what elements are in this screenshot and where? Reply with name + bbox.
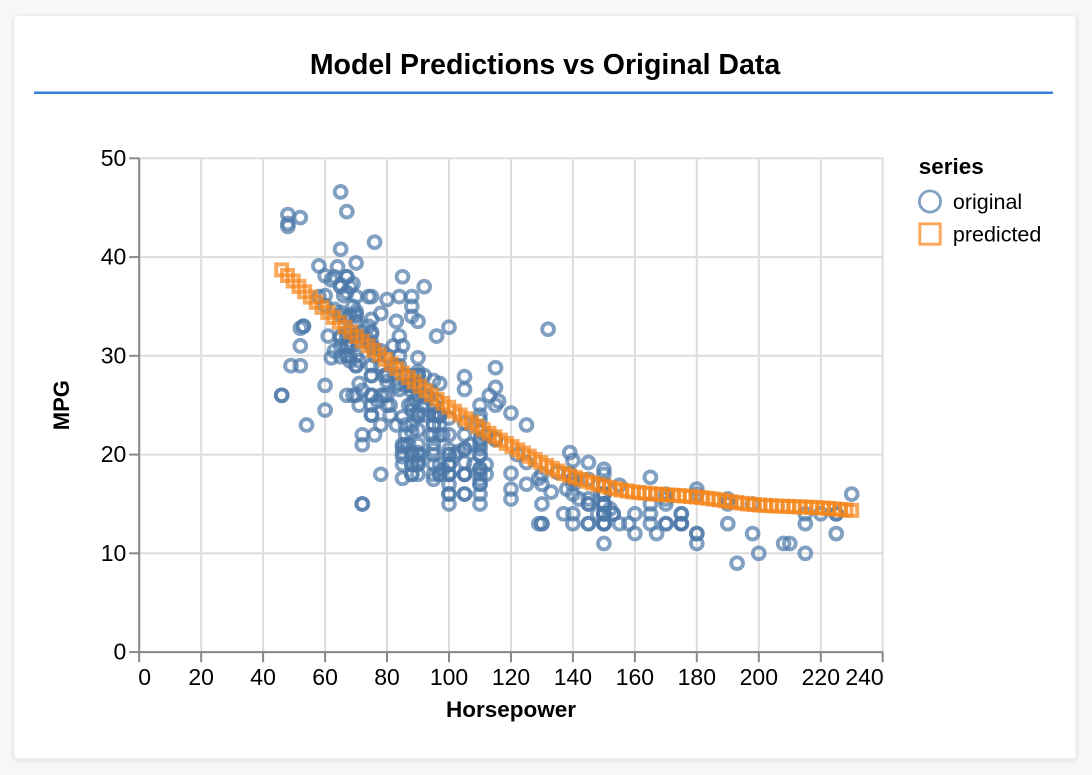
- svg-text:20: 20: [188, 664, 214, 690]
- svg-text:140: 140: [554, 664, 592, 690]
- svg-text:0: 0: [114, 639, 127, 665]
- svg-text:180: 180: [678, 664, 716, 690]
- svg-text:80: 80: [374, 664, 400, 690]
- svg-text:40: 40: [101, 244, 127, 270]
- svg-text:MPG: MPG: [49, 380, 74, 430]
- svg-text:120: 120: [492, 664, 530, 690]
- svg-text:200: 200: [740, 664, 778, 690]
- svg-text:0: 0: [138, 664, 151, 690]
- svg-text:50: 50: [101, 145, 127, 171]
- svg-text:40: 40: [250, 664, 276, 690]
- svg-text:20: 20: [101, 441, 127, 467]
- svg-text:original: original: [953, 190, 1022, 214]
- svg-text:predicted: predicted: [953, 223, 1041, 247]
- svg-text:60: 60: [312, 664, 338, 690]
- svg-text:series: series: [919, 154, 984, 179]
- svg-text:Horsepower: Horsepower: [446, 697, 576, 722]
- svg-text:10: 10: [101, 540, 127, 566]
- svg-text:160: 160: [616, 664, 654, 690]
- svg-text:240: 240: [845, 664, 883, 690]
- svg-text:30: 30: [101, 342, 127, 368]
- svg-text:220: 220: [802, 664, 840, 690]
- svg-text:100: 100: [430, 664, 468, 690]
- svg-text:Model Predictions vs Original: Model Predictions vs Original Data: [310, 49, 782, 81]
